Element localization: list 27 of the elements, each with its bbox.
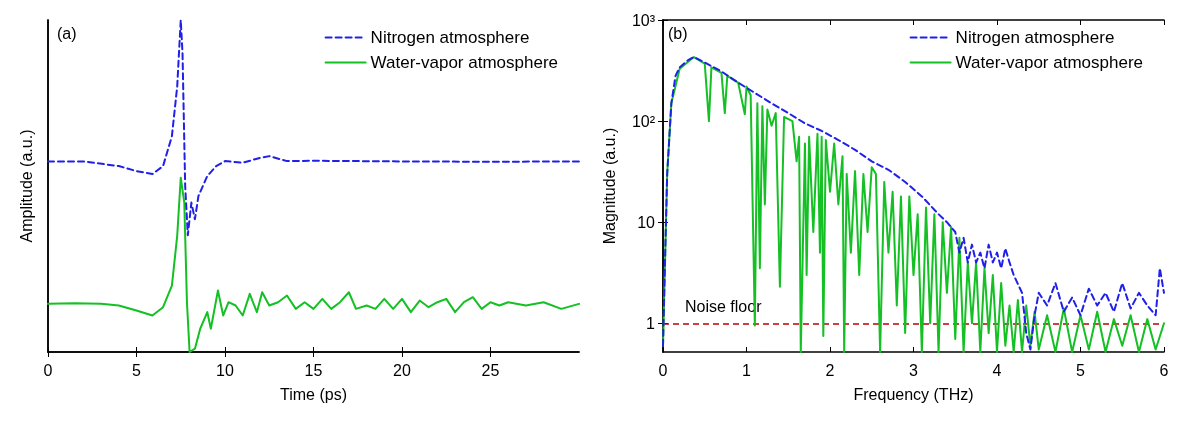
x-tick-label: 1 bbox=[742, 361, 752, 379]
annotation: (b) bbox=[668, 24, 688, 42]
x-axis-title: Frequency (THz) bbox=[853, 385, 974, 403]
x-tick-label: 0 bbox=[658, 361, 668, 379]
x-tick-label: 0 bbox=[43, 361, 53, 379]
x-axis-title: Time (ps) bbox=[280, 385, 347, 403]
legend-label: Nitrogen atmosphere bbox=[370, 28, 530, 47]
x-tick-label: 10 bbox=[216, 361, 234, 379]
legend-label: Water-vapor atmosphere bbox=[370, 53, 558, 72]
x-tick-label: 20 bbox=[393, 361, 411, 379]
y-tick-label: 10 bbox=[637, 213, 656, 231]
annotation: (a) bbox=[57, 24, 77, 42]
x-tick-label: 6 bbox=[1159, 361, 1169, 379]
x-tick-label: 3 bbox=[909, 361, 919, 379]
legend-label: Nitrogen atmosphere bbox=[955, 28, 1115, 47]
y-tick-label: 1 bbox=[646, 314, 656, 332]
x-tick-label: 25 bbox=[481, 361, 500, 379]
x-tick-label: 5 bbox=[1076, 361, 1086, 379]
y-tick-label: 10³ bbox=[631, 11, 656, 29]
y-axis-title: Amplitude (a.u.) bbox=[17, 129, 35, 243]
x-tick-label: 15 bbox=[304, 361, 323, 379]
y-tick-label: 10² bbox=[631, 112, 656, 130]
x-tick-label: 4 bbox=[992, 361, 1002, 379]
x-tick-label: 5 bbox=[132, 361, 142, 379]
x-tick-label: 2 bbox=[825, 361, 835, 379]
legend-label: Water-vapor atmosphere bbox=[955, 53, 1143, 72]
y-axis-title: Magnitude (a.u.) bbox=[600, 127, 618, 245]
